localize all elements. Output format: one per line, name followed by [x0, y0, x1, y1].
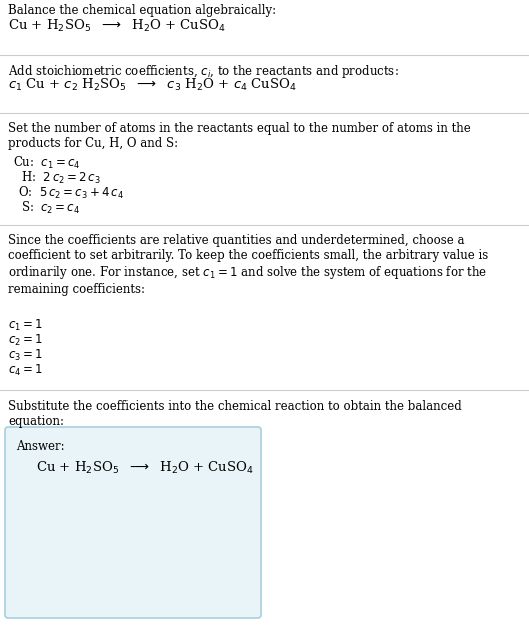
- Text: O:  $5\,c_2 = c_3 + 4\,c_4$: O: $5\,c_2 = c_3 + 4\,c_4$: [18, 185, 124, 201]
- Text: Cu:  $c_1 = c_4$: Cu: $c_1 = c_4$: [13, 155, 81, 171]
- Text: $c_2 = 1$: $c_2 = 1$: [8, 333, 43, 348]
- Text: Add stoichiometric coefficients, $c_i$, to the reactants and products:: Add stoichiometric coefficients, $c_i$, …: [8, 63, 399, 80]
- Text: Set the number of atoms in the reactants equal to the number of atoms in the
pro: Set the number of atoms in the reactants…: [8, 122, 471, 150]
- Text: $c_1 = 1$: $c_1 = 1$: [8, 318, 43, 333]
- Text: $c_4 = 1$: $c_4 = 1$: [8, 363, 43, 378]
- Text: Balance the chemical equation algebraically:: Balance the chemical equation algebraica…: [8, 4, 276, 17]
- Text: Since the coefficients are relative quantities and underdetermined, choose a
coe: Since the coefficients are relative quan…: [8, 234, 488, 297]
- FancyBboxPatch shape: [5, 427, 261, 618]
- Text: $c_3 = 1$: $c_3 = 1$: [8, 348, 43, 363]
- Text: Answer:: Answer:: [16, 440, 65, 453]
- Text: S:  $c_2 = c_4$: S: $c_2 = c_4$: [21, 200, 80, 216]
- Text: H:  $2\,c_2 = 2\,c_3$: H: $2\,c_2 = 2\,c_3$: [21, 170, 101, 186]
- Text: Cu + H$_2$SO$_5$  $\longrightarrow$  H$_2$O + CuSO$_4$: Cu + H$_2$SO$_5$ $\longrightarrow$ H$_2$…: [8, 18, 226, 34]
- Text: $c_1$ Cu + $c_2$ H$_2$SO$_5$  $\longrightarrow$  $c_3$ H$_2$O + $c_4$ CuSO$_4$: $c_1$ Cu + $c_2$ H$_2$SO$_5$ $\longright…: [8, 77, 297, 93]
- Text: Cu + H$_2$SO$_5$  $\longrightarrow$  H$_2$O + CuSO$_4$: Cu + H$_2$SO$_5$ $\longrightarrow$ H$_2$…: [36, 460, 254, 476]
- Text: Substitute the coefficients into the chemical reaction to obtain the balanced
eq: Substitute the coefficients into the che…: [8, 400, 462, 428]
